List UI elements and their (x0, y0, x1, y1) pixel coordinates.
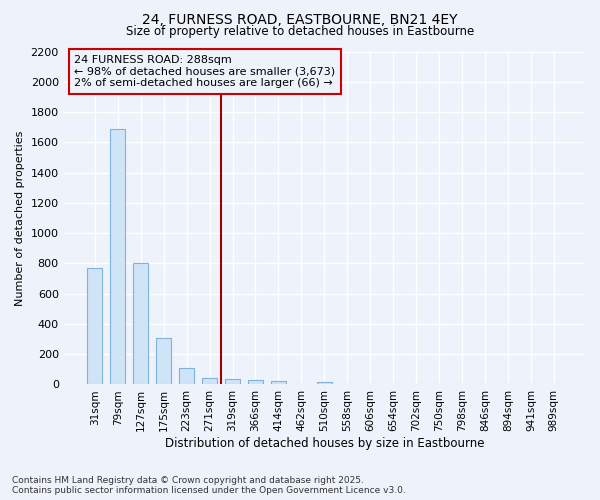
Bar (156, 338, 171, 384)
Bar (225, 379, 240, 384)
Bar (88, 268, 102, 384)
Bar (248, 380, 263, 384)
Bar (271, 382, 286, 384)
Bar (110, 128, 125, 384)
X-axis label: Distribution of detached houses by size in Eastbourne: Distribution of detached houses by size … (164, 437, 484, 450)
Text: 24, FURNESS ROAD, EASTBOURNE, BN21 4EY: 24, FURNESS ROAD, EASTBOURNE, BN21 4EY (142, 12, 458, 26)
Bar (179, 368, 194, 384)
Bar (202, 378, 217, 384)
Text: Contains HM Land Registry data © Crown copyright and database right 2025.
Contai: Contains HM Land Registry data © Crown c… (12, 476, 406, 495)
Bar (317, 382, 332, 384)
Text: Size of property relative to detached houses in Eastbourne: Size of property relative to detached ho… (126, 25, 474, 38)
Text: 24 FURNESS ROAD: 288sqm
← 98% of detached houses are smaller (3,673)
2% of semi-: 24 FURNESS ROAD: 288sqm ← 98% of detache… (74, 55, 335, 88)
Bar (133, 264, 148, 384)
Y-axis label: Number of detached properties: Number of detached properties (15, 130, 25, 306)
